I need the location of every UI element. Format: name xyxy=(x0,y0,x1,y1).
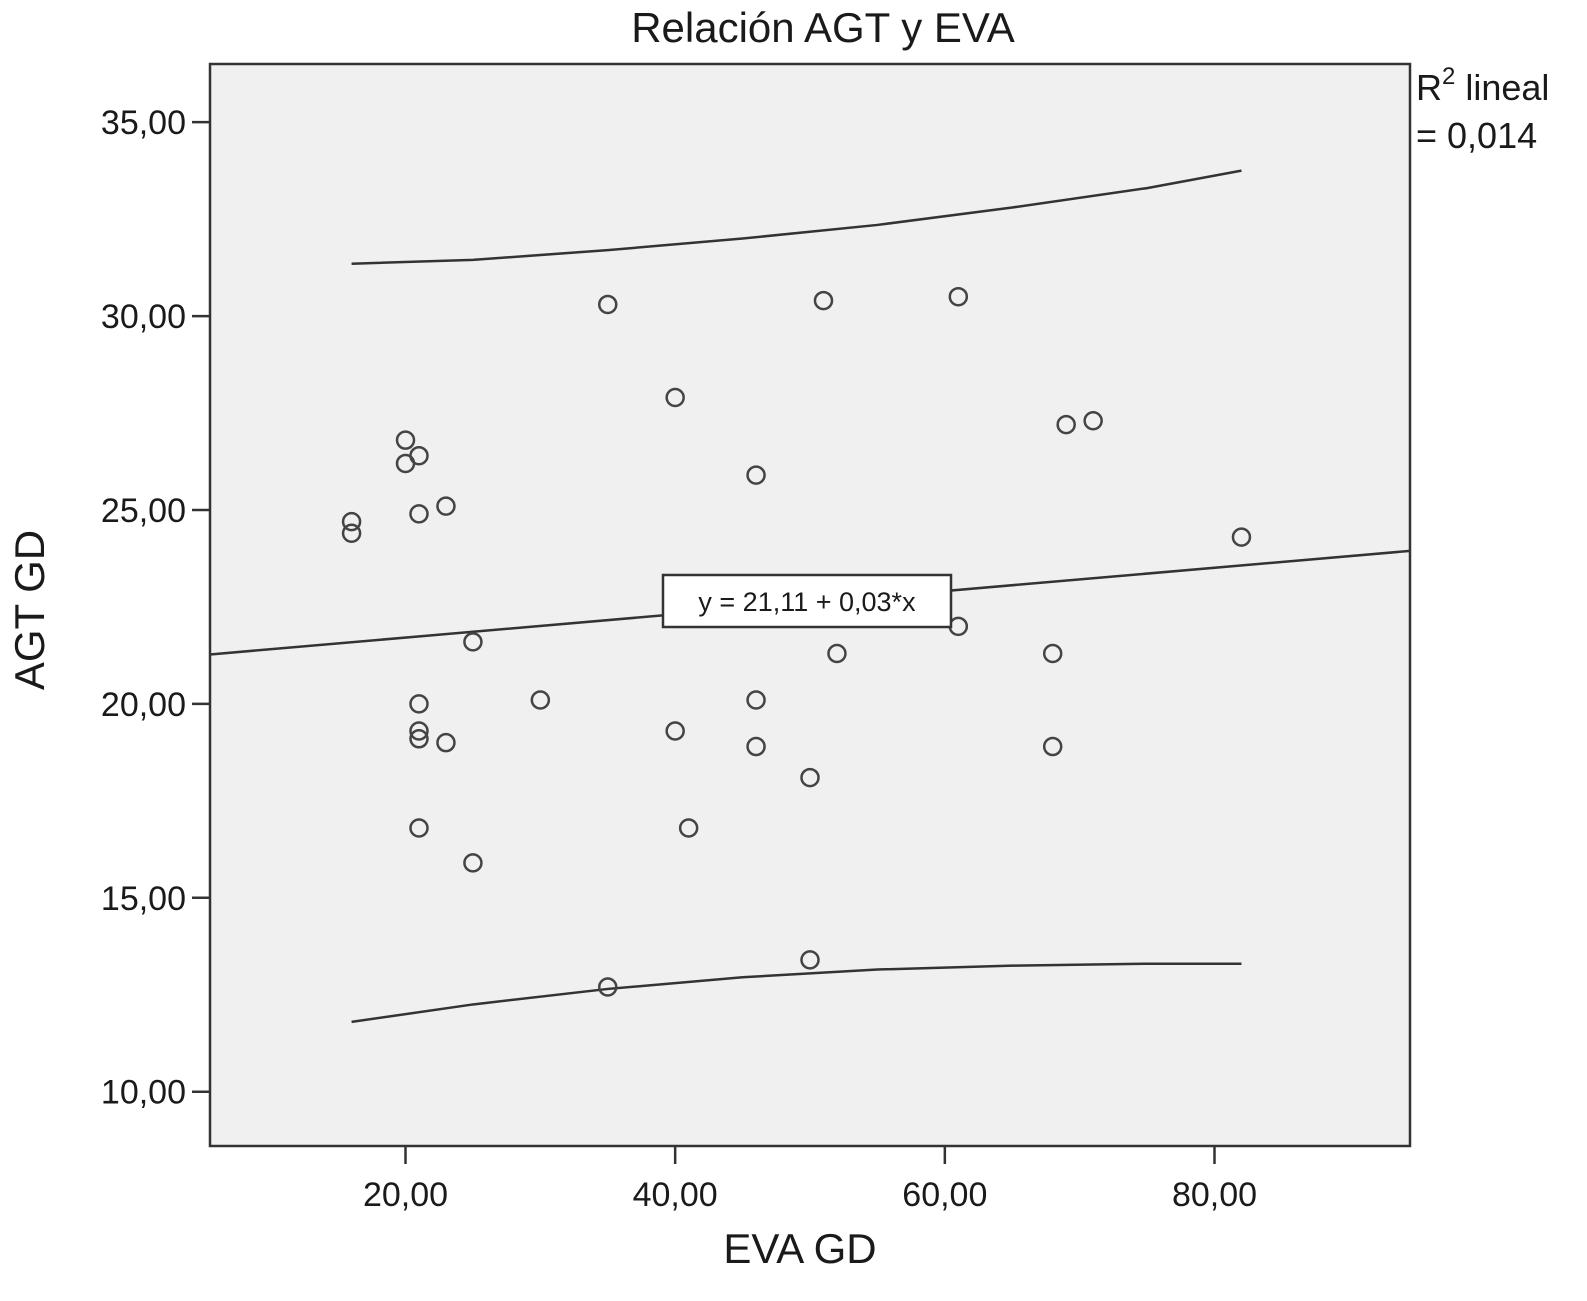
data-point xyxy=(598,294,618,315)
data-point xyxy=(948,286,969,307)
y-tick-label: 30,00 xyxy=(101,298,186,336)
data-points xyxy=(341,286,1252,997)
y-axis-label: AGT GD xyxy=(6,530,53,690)
data-point xyxy=(436,496,456,516)
data-point xyxy=(409,504,429,524)
data-point xyxy=(409,818,429,838)
confidence-band-upper xyxy=(351,169,1242,265)
y-tick-label: 35,00 xyxy=(101,104,186,142)
data-point xyxy=(409,729,429,749)
y-tick-label: 25,00 xyxy=(101,492,186,530)
data-point xyxy=(678,818,699,838)
y-tick-label: 20,00 xyxy=(101,686,186,724)
data-point xyxy=(800,950,820,970)
x-tick-label: 40,00 xyxy=(633,1176,718,1214)
data-point xyxy=(409,721,429,741)
confidence-band-lower xyxy=(351,962,1242,1024)
equation-label-box: y = 21,11 + 0,03*x xyxy=(661,573,953,629)
equation-box xyxy=(661,573,953,629)
y-tick-label: 15,00 xyxy=(101,880,186,918)
y-axis-ticks: 10,00 15,00 20,00 25,00 30,00 35,00 xyxy=(101,104,210,1112)
r-squared-r: R xyxy=(1416,67,1442,108)
data-point xyxy=(463,632,483,652)
data-point xyxy=(341,523,362,544)
x-axis-ticks: 20,00 40,00 60,00 80,00 xyxy=(363,1146,1257,1214)
r-squared-lineal: lineal xyxy=(1455,67,1549,108)
chart-title: Relación AGT y EVA xyxy=(631,4,1015,51)
data-point xyxy=(1083,411,1103,431)
data-point xyxy=(409,694,429,714)
data-point xyxy=(827,643,847,664)
data-point xyxy=(1056,414,1076,435)
data-point xyxy=(1042,643,1063,664)
x-tick-label: 20,00 xyxy=(363,1176,448,1214)
r-squared-label-line1: R2 lineal xyxy=(1416,63,1549,108)
r-squared-superscript: 2 xyxy=(1442,63,1455,90)
r-squared-label-line2: = 0,014 xyxy=(1416,115,1537,156)
data-point xyxy=(409,445,429,466)
data-point xyxy=(436,732,456,753)
data-point xyxy=(1042,736,1063,757)
data-point xyxy=(1231,527,1252,547)
data-point xyxy=(665,387,685,408)
x-tick-label: 60,00 xyxy=(902,1176,987,1214)
data-point xyxy=(746,465,766,485)
data-point xyxy=(746,736,766,757)
data-point xyxy=(395,430,416,450)
equation-label: y = 21,11 + 0,03*x xyxy=(698,587,916,617)
data-point xyxy=(665,721,685,741)
data-point xyxy=(341,511,362,532)
data-point xyxy=(813,290,834,311)
x-tick-label: 80,00 xyxy=(1172,1176,1257,1214)
data-point xyxy=(530,690,551,710)
y-tick-label: 10,00 xyxy=(101,1074,186,1112)
data-point xyxy=(598,977,618,997)
data-point xyxy=(746,690,766,710)
data-point xyxy=(463,853,483,873)
data-point xyxy=(800,767,820,788)
x-axis-label: EVA GD xyxy=(723,1225,876,1272)
